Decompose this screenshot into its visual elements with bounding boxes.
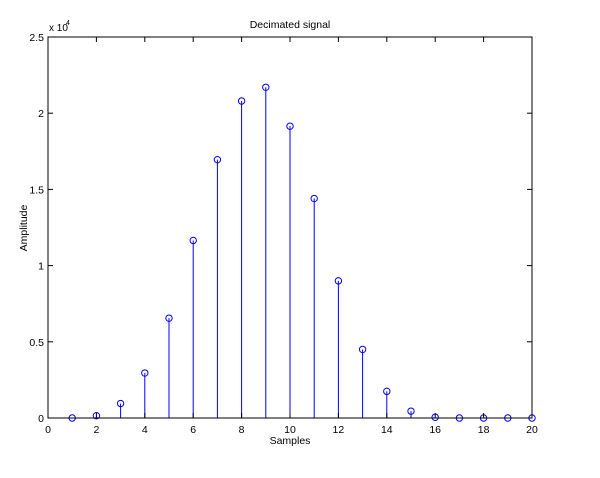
x-tick-label: 12 [333, 424, 345, 436]
stem-marker [407, 407, 415, 415]
x-axis-ticks: 0 2 4 6 8 10 12 14 16 18 20 [45, 37, 538, 436]
stem-marker [237, 97, 246, 105]
x-axis-label: Samples [270, 435, 311, 447]
stem-marker [310, 194, 318, 203]
stem-marker [141, 369, 149, 377]
stem-marker [262, 83, 270, 91]
y-tick-label: 1.5 [29, 184, 44, 196]
y-tick-label: 0 [38, 413, 44, 425]
y-tick-label: 1 [38, 261, 44, 273]
stem-marker [358, 345, 367, 354]
chart-title: Decimated signal [250, 19, 331, 31]
stem-marker [334, 277, 343, 285]
y-tick-label: 0.5 [29, 337, 44, 349]
x-tick-label: 18 [478, 424, 490, 436]
stem-marker [165, 314, 173, 322]
y-multiplier-base: x 10 [49, 23, 68, 34]
y-tick-label: 2.5 [29, 32, 44, 44]
y-multiplier-exponent: 4 [66, 20, 70, 27]
x-tick-label: 20 [526, 424, 538, 436]
stem-marker [92, 412, 101, 420]
y-tick-label: 2 [38, 108, 44, 120]
stem-marker [116, 399, 125, 408]
x-tick-label: 0 [45, 424, 51, 436]
x-tick-label: 6 [190, 424, 196, 436]
stem-marker [286, 122, 294, 130]
x-tick-label: 2 [93, 424, 99, 436]
x-tick-label: 4 [142, 424, 148, 436]
x-tick-label: 14 [381, 424, 393, 436]
stem-marker [189, 236, 197, 245]
y-axis-ticks: 0 0.5 1 1.5 2 2.5 [29, 32, 532, 425]
stem-marker [213, 155, 222, 164]
x-tick-label: 10 [284, 424, 296, 436]
y-axis-multiplier: x 10 4 [49, 20, 70, 34]
x-tick-label: 16 [429, 424, 441, 436]
stem-marker [383, 387, 391, 396]
x-tick-label: 8 [239, 424, 245, 436]
y-axis-label: Amplitude [18, 205, 30, 252]
